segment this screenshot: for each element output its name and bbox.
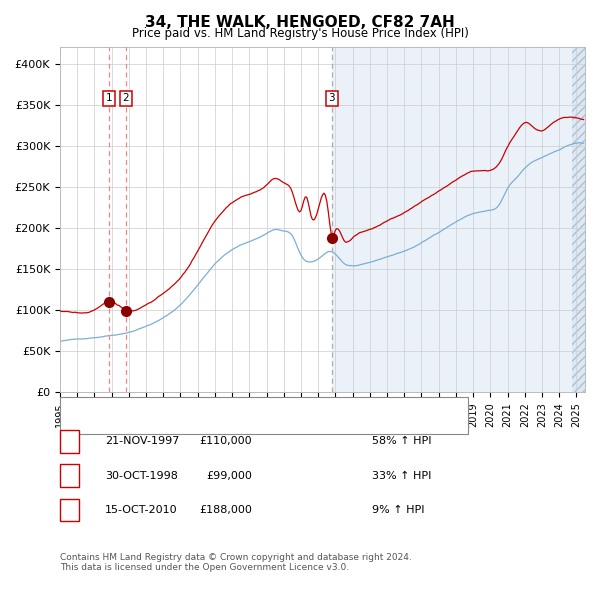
Text: £188,000: £188,000 <box>199 505 252 514</box>
Text: 15-OCT-2010: 15-OCT-2010 <box>105 505 178 514</box>
Text: 34, THE WALK, HENGOED, CF82 7AH: 34, THE WALK, HENGOED, CF82 7AH <box>145 15 455 30</box>
Text: 30-OCT-1998: 30-OCT-1998 <box>105 471 178 480</box>
Text: 21-NOV-1997: 21-NOV-1997 <box>105 437 179 446</box>
Text: Price paid vs. HM Land Registry's House Price Index (HPI): Price paid vs. HM Land Registry's House … <box>131 27 469 40</box>
Text: 33% ↑ HPI: 33% ↑ HPI <box>372 471 431 480</box>
Bar <box>332 47 585 392</box>
Text: 3: 3 <box>329 93 335 103</box>
Text: 3: 3 <box>66 505 73 514</box>
Text: 1: 1 <box>106 93 113 103</box>
Text: 2: 2 <box>66 471 73 480</box>
Text: 34, THE WALK, HENGOED, CF82 7AH (detached house): 34, THE WALK, HENGOED, CF82 7AH (detache… <box>93 402 378 412</box>
Text: HPI: Average price, detached house, Caerphilly: HPI: Average price, detached house, Caer… <box>93 418 339 428</box>
Text: £110,000: £110,000 <box>199 437 252 446</box>
Bar <box>572 47 585 392</box>
Text: This data is licensed under the Open Government Licence v3.0.: This data is licensed under the Open Gov… <box>60 563 349 572</box>
Text: 58% ↑ HPI: 58% ↑ HPI <box>372 437 431 446</box>
Text: 1: 1 <box>66 437 73 446</box>
Text: Contains HM Land Registry data © Crown copyright and database right 2024.: Contains HM Land Registry data © Crown c… <box>60 553 412 562</box>
Text: 2: 2 <box>122 93 129 103</box>
Text: £99,000: £99,000 <box>206 471 252 480</box>
Text: 9% ↑ HPI: 9% ↑ HPI <box>372 505 425 514</box>
